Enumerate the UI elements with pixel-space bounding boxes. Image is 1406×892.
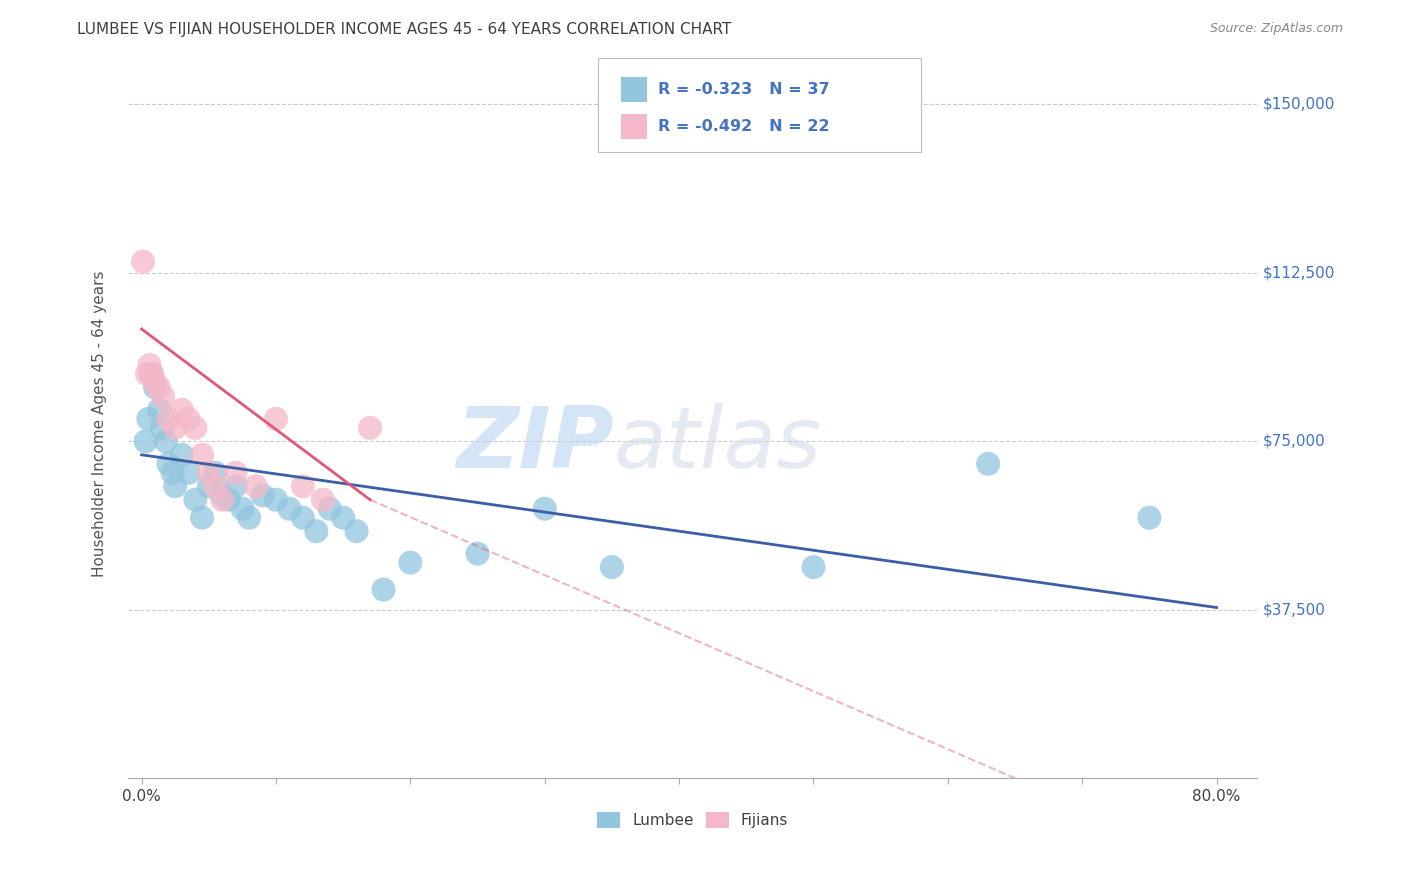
Point — [312, 492, 335, 507]
Point — [138, 358, 160, 372]
Point — [225, 466, 247, 480]
Text: R = -0.492   N = 22: R = -0.492 N = 22 — [658, 120, 830, 134]
Point — [231, 501, 253, 516]
Point — [305, 524, 328, 538]
Point — [139, 367, 162, 381]
Point — [264, 492, 287, 507]
Point — [238, 510, 260, 524]
Point — [533, 501, 555, 516]
Point — [211, 492, 233, 507]
Point — [245, 479, 267, 493]
Point — [152, 389, 174, 403]
Point — [141, 367, 163, 381]
Point — [177, 412, 200, 426]
Point — [148, 403, 170, 417]
Point — [319, 501, 342, 516]
Text: $150,000: $150,000 — [1263, 97, 1334, 112]
Point — [191, 510, 214, 524]
Point — [600, 560, 623, 574]
Point — [155, 434, 177, 449]
Point — [132, 254, 155, 268]
Point — [157, 412, 180, 426]
Point — [218, 492, 240, 507]
Text: ZIP: ZIP — [456, 403, 613, 486]
Text: LUMBEE VS FIJIAN HOUSEHOLDER INCOME AGES 45 - 64 YEARS CORRELATION CHART: LUMBEE VS FIJIAN HOUSEHOLDER INCOME AGES… — [77, 22, 731, 37]
Point — [291, 479, 314, 493]
Point — [165, 421, 187, 435]
Point — [136, 412, 159, 426]
Y-axis label: Householder Income Ages 45 - 64 years: Householder Income Ages 45 - 64 years — [93, 270, 107, 576]
Point — [135, 434, 157, 449]
Point — [264, 412, 287, 426]
Text: $37,500: $37,500 — [1263, 602, 1326, 617]
Point — [204, 466, 226, 480]
Point — [170, 403, 193, 417]
Point — [211, 488, 233, 502]
Text: Source: ZipAtlas.com: Source: ZipAtlas.com — [1209, 22, 1343, 36]
Point — [291, 510, 314, 524]
Point — [170, 448, 193, 462]
Text: $75,000: $75,000 — [1263, 434, 1326, 449]
Point — [143, 380, 166, 394]
Point — [359, 421, 381, 435]
Point — [148, 380, 170, 394]
Text: atlas: atlas — [613, 403, 821, 486]
Point — [165, 479, 187, 493]
Point — [803, 560, 825, 574]
Point — [143, 376, 166, 390]
Point — [1139, 510, 1161, 524]
Point — [162, 466, 184, 480]
Legend: Lumbee, Fijians: Lumbee, Fijians — [591, 806, 794, 834]
Text: $112,500: $112,500 — [1263, 266, 1334, 280]
Point — [177, 466, 200, 480]
Point — [332, 510, 354, 524]
Point — [150, 421, 173, 435]
Point — [197, 479, 219, 493]
Point — [278, 501, 301, 516]
Text: R = -0.323   N = 37: R = -0.323 N = 37 — [658, 82, 830, 96]
Point — [204, 479, 226, 493]
Point — [136, 367, 159, 381]
Point — [157, 457, 180, 471]
Point — [252, 488, 274, 502]
Point — [197, 466, 219, 480]
Point — [977, 457, 1000, 471]
Point — [399, 556, 422, 570]
Point — [191, 448, 214, 462]
Point — [184, 421, 207, 435]
Point — [467, 547, 489, 561]
Point — [346, 524, 368, 538]
Point — [184, 492, 207, 507]
Point — [373, 582, 395, 597]
Point — [225, 479, 247, 493]
